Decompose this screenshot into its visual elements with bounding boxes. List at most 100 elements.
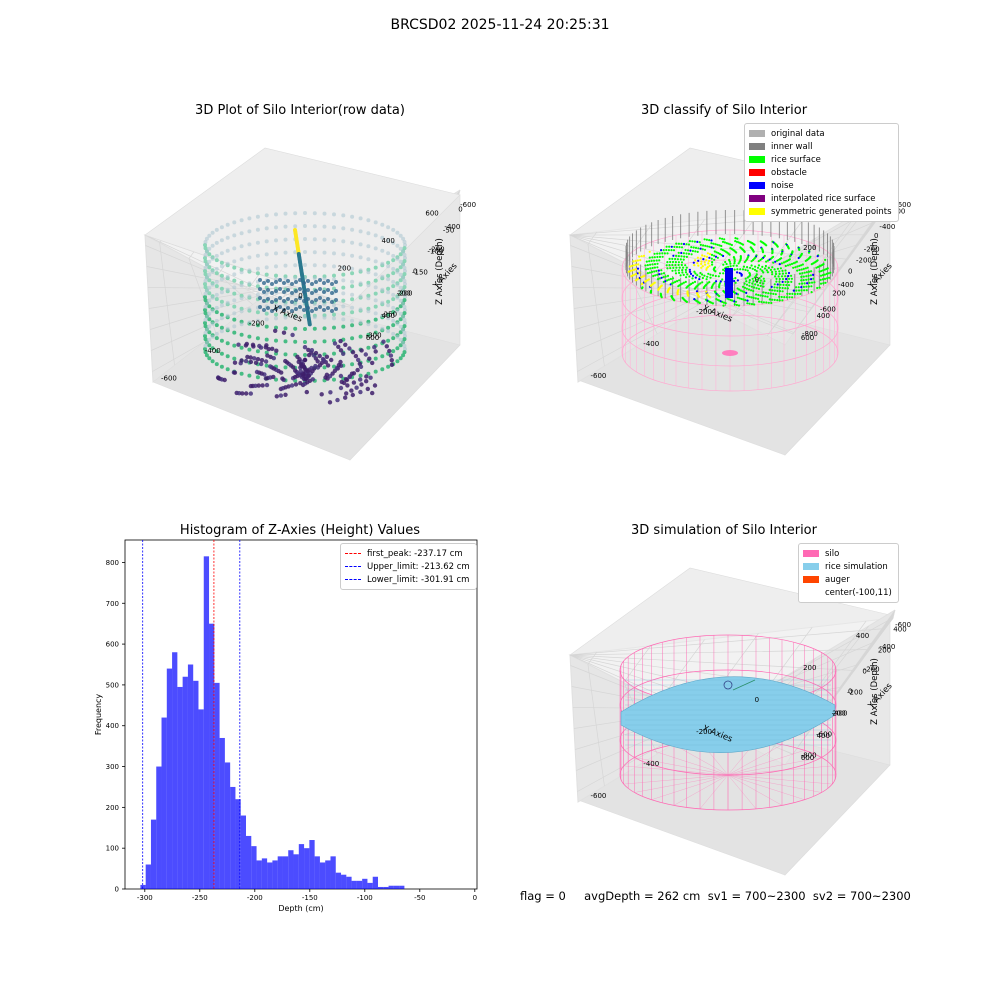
histogram-bar	[235, 799, 241, 889]
z-tick-label: -100	[427, 248, 443, 256]
data-point	[225, 300, 230, 305]
surface-point	[757, 260, 760, 263]
surface-point	[761, 251, 765, 254]
data-point	[395, 321, 400, 326]
data-point	[329, 357, 334, 363]
data-point	[207, 343, 212, 348]
surface-point	[708, 239, 711, 242]
data-point	[386, 312, 391, 317]
data-point	[326, 288, 330, 292]
data-point	[258, 287, 262, 291]
data-point	[338, 338, 343, 344]
surface-point	[722, 263, 725, 266]
data-point	[274, 238, 278, 243]
data-point	[210, 321, 215, 326]
surface-point	[808, 281, 811, 284]
surface-point	[769, 292, 772, 295]
surface-point	[694, 272, 697, 275]
data-point	[286, 297, 290, 301]
data-point	[255, 318, 260, 323]
data-point	[298, 381, 303, 386]
data-point	[270, 300, 274, 304]
surface-point	[805, 285, 808, 288]
data-point	[264, 252, 269, 257]
data-point	[402, 343, 407, 348]
data-point	[255, 357, 261, 362]
surface-point	[810, 281, 814, 284]
data-point	[391, 305, 396, 310]
data-point	[332, 251, 336, 256]
data-point	[264, 272, 269, 277]
data-point	[219, 299, 224, 304]
surface-point	[798, 268, 801, 272]
data-point	[386, 329, 391, 334]
surface-point	[688, 268, 691, 271]
surface-point	[674, 257, 677, 261]
surface-point	[800, 286, 803, 289]
data-point	[207, 337, 212, 342]
surface-point	[802, 285, 805, 288]
surface-point	[688, 270, 692, 273]
data-point	[380, 313, 385, 318]
surface-point	[688, 275, 691, 278]
legend-entry: center(-100,11)	[803, 586, 892, 599]
data-point	[366, 296, 371, 301]
surface-point	[660, 284, 663, 287]
data-point	[395, 295, 400, 300]
data-point	[283, 263, 288, 268]
surface-point	[710, 253, 714, 256]
surface-point	[685, 252, 688, 255]
data-point	[239, 244, 244, 249]
data-point	[260, 383, 265, 388]
data-point	[391, 323, 396, 328]
surface-point	[717, 275, 720, 278]
surface-point	[790, 274, 793, 277]
data-point	[203, 291, 208, 296]
surface-point	[722, 254, 725, 258]
surface-point	[752, 258, 755, 262]
surface-point	[682, 242, 686, 246]
data-point	[258, 278, 262, 282]
z-tick-label: -600	[816, 731, 832, 739]
surface-point	[806, 266, 809, 269]
surface-point	[762, 277, 765, 280]
surface-point	[656, 255, 659, 259]
surface-point	[672, 249, 676, 252]
surface-point	[746, 269, 749, 272]
surface-point	[637, 263, 640, 266]
surface-point	[718, 252, 722, 256]
panel4-title: 3D simulation of Silo Interior	[631, 523, 817, 538]
surface-point	[816, 286, 819, 290]
data-point	[350, 310, 355, 315]
data-point	[255, 336, 260, 341]
surface-point	[672, 266, 675, 269]
surface-point	[672, 254, 675, 257]
data-point	[207, 246, 212, 251]
data-point	[283, 365, 288, 370]
surface-point	[788, 277, 791, 280]
data-point	[306, 373, 311, 378]
surface-point	[692, 261, 695, 264]
data-point	[350, 362, 355, 367]
data-point	[204, 236, 209, 241]
surface-point	[691, 277, 694, 280]
y-tick-label: -200	[429, 245, 445, 253]
surface-point	[743, 286, 747, 289]
surface-point	[781, 272, 784, 275]
z-tick-label: 200	[878, 647, 891, 655]
surface-point	[794, 266, 797, 269]
surface-point	[653, 252, 656, 255]
surface-point	[784, 264, 787, 268]
surface-point	[728, 253, 731, 256]
histogram-bar	[145, 864, 151, 889]
data-point	[398, 330, 403, 335]
silo-bottom-spoke	[623, 765, 729, 776]
surface-point	[733, 258, 736, 261]
surface-point	[682, 266, 685, 269]
surface-point	[682, 281, 685, 284]
z-axis-label: Z Axies (Depth)	[435, 238, 445, 305]
surface-point	[772, 261, 775, 264]
data-point	[204, 340, 209, 345]
data-point	[312, 224, 317, 229]
data-point	[207, 285, 212, 290]
